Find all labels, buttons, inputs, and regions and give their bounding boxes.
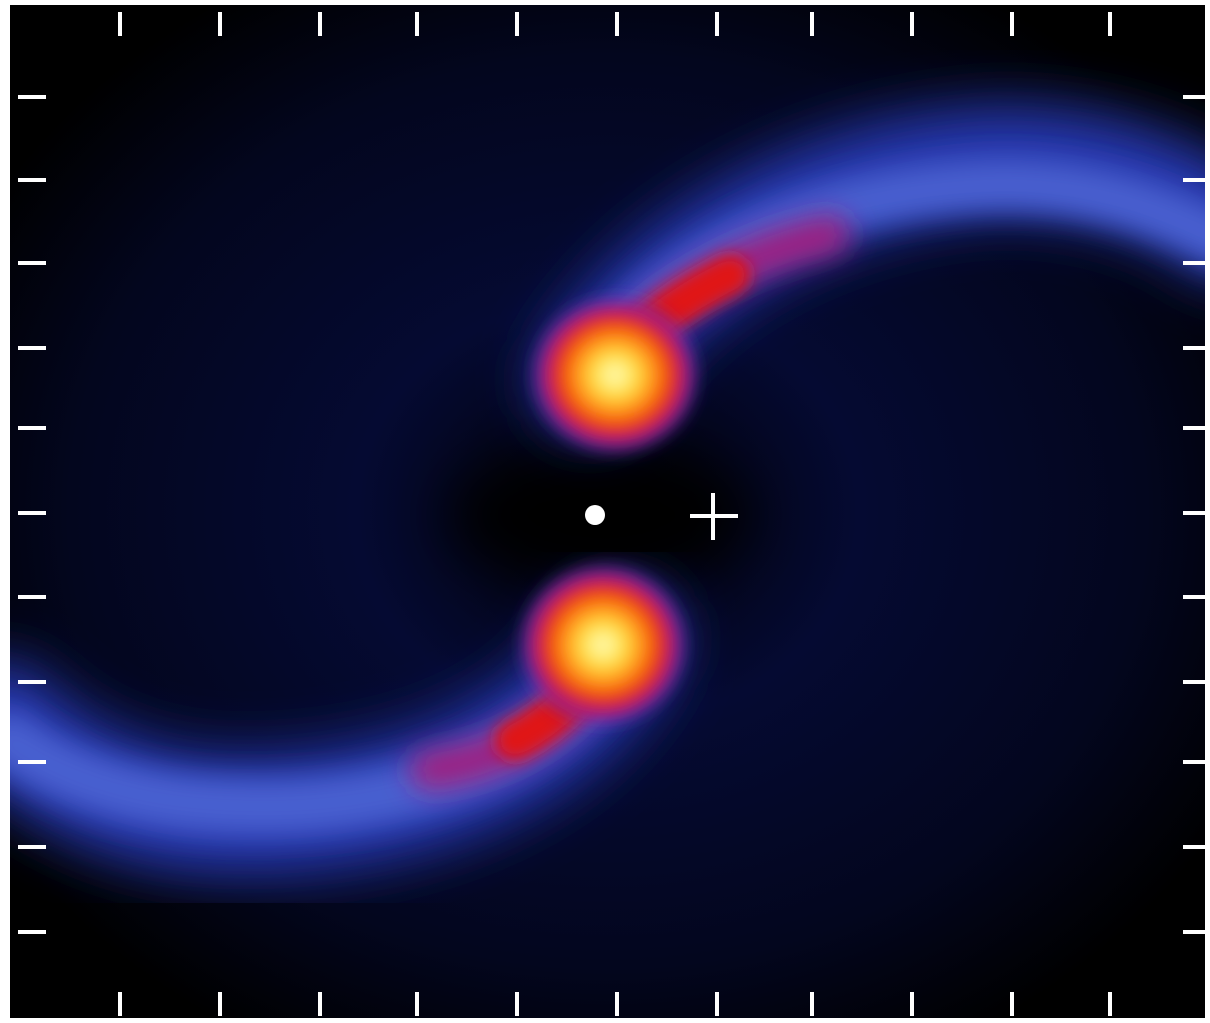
lower-clump: [518, 563, 688, 727]
image-field: [10, 5, 1205, 1018]
tick-marks: [18, 12, 1205, 1016]
upper-clump: [530, 295, 700, 455]
center-cross: [690, 493, 738, 540]
star-marker: [585, 505, 605, 525]
